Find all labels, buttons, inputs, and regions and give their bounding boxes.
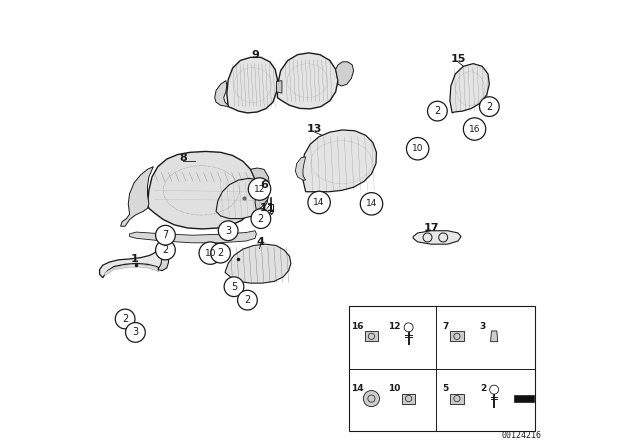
Circle shape — [224, 277, 244, 297]
Polygon shape — [335, 62, 353, 86]
Text: 00124216: 00124216 — [502, 431, 541, 440]
Circle shape — [211, 243, 230, 263]
Text: 2: 2 — [122, 314, 128, 324]
Text: 14: 14 — [314, 198, 324, 207]
Text: 2: 2 — [435, 106, 440, 116]
Polygon shape — [147, 151, 257, 229]
Circle shape — [125, 323, 145, 342]
Polygon shape — [120, 167, 154, 226]
Polygon shape — [129, 231, 257, 243]
FancyBboxPatch shape — [450, 394, 463, 404]
Circle shape — [237, 290, 257, 310]
Circle shape — [364, 391, 380, 407]
Text: 10: 10 — [205, 249, 216, 258]
Circle shape — [406, 138, 429, 160]
Polygon shape — [413, 231, 461, 244]
Circle shape — [360, 193, 383, 215]
Polygon shape — [227, 57, 277, 113]
Polygon shape — [277, 53, 338, 109]
Polygon shape — [216, 178, 269, 219]
Circle shape — [156, 225, 175, 245]
Text: 10: 10 — [388, 384, 401, 393]
Polygon shape — [450, 64, 490, 113]
Polygon shape — [225, 244, 291, 283]
Text: 17: 17 — [423, 223, 439, 233]
FancyBboxPatch shape — [365, 332, 378, 341]
Text: 4: 4 — [257, 237, 265, 247]
Text: 12: 12 — [254, 185, 265, 194]
Circle shape — [479, 97, 499, 116]
Circle shape — [156, 240, 175, 260]
Text: 7: 7 — [442, 322, 449, 331]
Text: 3: 3 — [225, 226, 231, 236]
Circle shape — [404, 323, 413, 332]
Text: 8: 8 — [179, 153, 188, 163]
Polygon shape — [214, 81, 228, 107]
Polygon shape — [104, 264, 159, 276]
Polygon shape — [490, 331, 498, 342]
Polygon shape — [158, 247, 168, 271]
Text: 9: 9 — [251, 50, 259, 60]
Text: 2: 2 — [218, 248, 223, 258]
Text: 5: 5 — [443, 384, 449, 393]
Circle shape — [199, 242, 221, 264]
Text: 12: 12 — [388, 322, 401, 331]
Text: 2: 2 — [486, 102, 492, 112]
Circle shape — [428, 101, 447, 121]
Polygon shape — [302, 130, 376, 192]
Circle shape — [490, 385, 499, 394]
Polygon shape — [250, 168, 270, 211]
Circle shape — [308, 191, 330, 214]
FancyBboxPatch shape — [402, 394, 415, 404]
Text: 1: 1 — [130, 254, 138, 264]
FancyBboxPatch shape — [450, 332, 463, 341]
Text: 13: 13 — [307, 124, 323, 134]
Polygon shape — [276, 81, 282, 93]
Text: 5: 5 — [231, 282, 237, 292]
Circle shape — [248, 178, 271, 200]
Text: 14: 14 — [351, 384, 364, 393]
Circle shape — [463, 118, 486, 140]
Polygon shape — [100, 251, 166, 278]
Text: 16: 16 — [469, 125, 480, 134]
Text: 2: 2 — [244, 295, 250, 305]
Text: 7: 7 — [163, 230, 168, 240]
Polygon shape — [514, 395, 534, 402]
Text: 6: 6 — [260, 180, 268, 190]
Text: 2: 2 — [480, 384, 486, 393]
Text: 14: 14 — [366, 199, 377, 208]
Circle shape — [115, 309, 135, 329]
Text: 11: 11 — [259, 203, 275, 213]
Text: 2: 2 — [258, 214, 264, 224]
Text: 3: 3 — [132, 327, 138, 337]
Text: 10: 10 — [412, 144, 424, 153]
Text: 15: 15 — [451, 54, 466, 64]
Polygon shape — [296, 157, 306, 180]
Circle shape — [218, 221, 238, 241]
FancyBboxPatch shape — [349, 306, 535, 431]
Text: 3: 3 — [480, 322, 486, 331]
Circle shape — [251, 209, 271, 228]
Text: 16: 16 — [351, 322, 364, 331]
Text: 2: 2 — [163, 245, 168, 255]
